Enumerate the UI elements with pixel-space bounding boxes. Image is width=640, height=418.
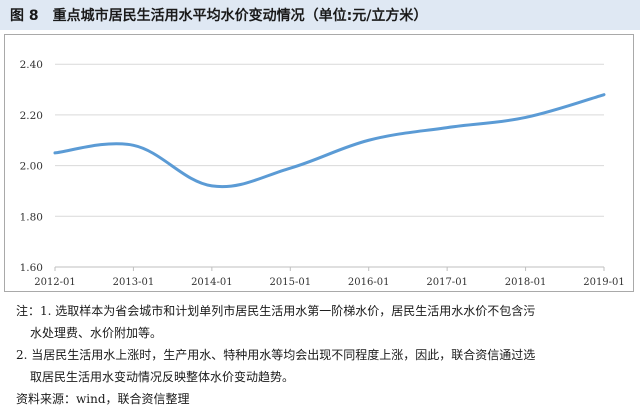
line-chart: 1.60 1.80 2.00 2.20 2.40 2012-01 2013-01 2014-0… xyxy=(20,59,625,288)
y-tick-label-2: 2.00 xyxy=(20,161,43,173)
x-tick-label-2: 2014-01 xyxy=(191,277,233,288)
chart-notes: 注：1. 选取样本为省会城市和计划单列市居民生活用水第一阶梯水价，居民生活用水水… xyxy=(16,300,628,410)
x-tick-label-3: 2015-01 xyxy=(270,277,312,288)
y-tick-label-4: 2.40 xyxy=(20,59,43,71)
x-tick-label-0: 2012-01 xyxy=(34,277,76,288)
note-2-line-1: 2. 当居民生活用水上涨时，生产用水、特种用水等均会出现不同程度上涨，因此，联合… xyxy=(16,348,536,362)
x-tick-label-4: 2016-01 xyxy=(348,277,390,288)
note-1-line-1: 注：1. 选取样本为省会城市和计划单列市居民生活用水第一阶梯水价，居民生活用水水… xyxy=(16,304,536,318)
x-tick-label-7: 2019-01 xyxy=(583,277,625,288)
figure-title: 重点城市居民生活用水平均水价变动情况（单位:元/立方米） xyxy=(52,8,428,24)
x-tick-label-1: 2013-01 xyxy=(113,277,155,288)
y-tick-label-1: 1.80 xyxy=(20,211,43,223)
data-source: 资料来源：wind，联合资信整理 xyxy=(16,392,190,406)
y-tick-label-3: 2.20 xyxy=(20,110,43,122)
y-tick-label-0: 1.60 xyxy=(20,262,43,274)
figure-title-bar: 图 8 重点城市居民生活用水平均水价变动情况（单位:元/立方米） xyxy=(0,0,640,30)
series-line-0 xyxy=(53,93,606,189)
figure-number: 图 8 xyxy=(10,8,39,24)
note-1-line-2: 水处理费、水价附加等。 xyxy=(30,326,163,340)
x-tick-label-6: 2018-01 xyxy=(505,277,547,288)
note-2-line-2: 取居民生活用水变动情况反映整体水价变动趋势。 xyxy=(30,370,295,384)
chart-container: 1.60 1.80 2.00 2.20 2.40 2012-01 2013-01 2014-0… xyxy=(4,34,634,292)
x-tick-label-5: 2017-01 xyxy=(426,277,468,288)
